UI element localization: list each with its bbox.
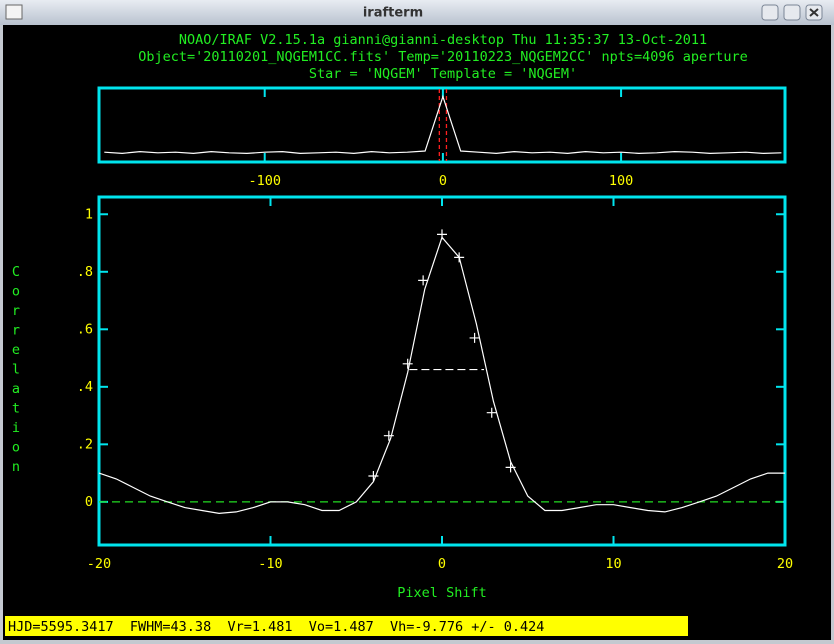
window-title: irafterm xyxy=(363,6,423,21)
fit-point xyxy=(486,407,497,418)
y-axis-label: Correlation xyxy=(8,264,24,479)
x-tick-label: 100 xyxy=(609,173,633,189)
header-line: NOAO/IRAF V2.15.1a gianni@gianni-desktop… xyxy=(179,32,707,48)
window-menu-icon[interactable] xyxy=(5,4,23,20)
y-tick-label: 0 xyxy=(85,494,93,510)
fit-point xyxy=(368,470,379,481)
fit-point xyxy=(383,430,394,441)
x-axis-label: Pixel Shift xyxy=(397,585,486,601)
y-tick-label: .8 xyxy=(77,264,93,280)
fit-point xyxy=(437,229,447,240)
maximize-button[interactable] xyxy=(783,4,801,21)
fit-point xyxy=(505,462,516,473)
status-text: HJD=5595.3417 FWHM=43.38 Vr=1.481 Vo=1.4… xyxy=(8,619,544,635)
status-bar xyxy=(5,616,688,636)
y-tick-label: .4 xyxy=(77,379,93,395)
x-tick-label: 20 xyxy=(777,556,793,572)
x-tick-label: 0 xyxy=(438,556,446,572)
header-line: Object='20110201_NQGEM1CC.fits' Temp='20… xyxy=(138,49,748,65)
close-icon xyxy=(809,8,819,17)
x-tick-label: 0 xyxy=(439,173,447,189)
x-tick-label: -10 xyxy=(258,556,282,572)
x-tick-label: 10 xyxy=(605,556,621,572)
x-tick-label: -100 xyxy=(248,173,281,189)
fit-point xyxy=(418,275,429,286)
fit-point xyxy=(454,252,465,263)
correlation-curve xyxy=(104,94,782,155)
minimize-button[interactable] xyxy=(761,4,779,21)
y-tick-label: 1 xyxy=(85,206,93,222)
fit-point xyxy=(402,358,413,369)
fit-point xyxy=(469,332,480,343)
y-tick-label: .2 xyxy=(77,436,93,452)
x-tick-label: -20 xyxy=(87,556,111,572)
terminal-canvas xyxy=(3,25,831,640)
header-line: Star = 'NQGEM' Template = 'NQGEM' xyxy=(309,66,577,82)
title-bar xyxy=(0,0,834,25)
y-tick-label: .6 xyxy=(77,321,93,337)
